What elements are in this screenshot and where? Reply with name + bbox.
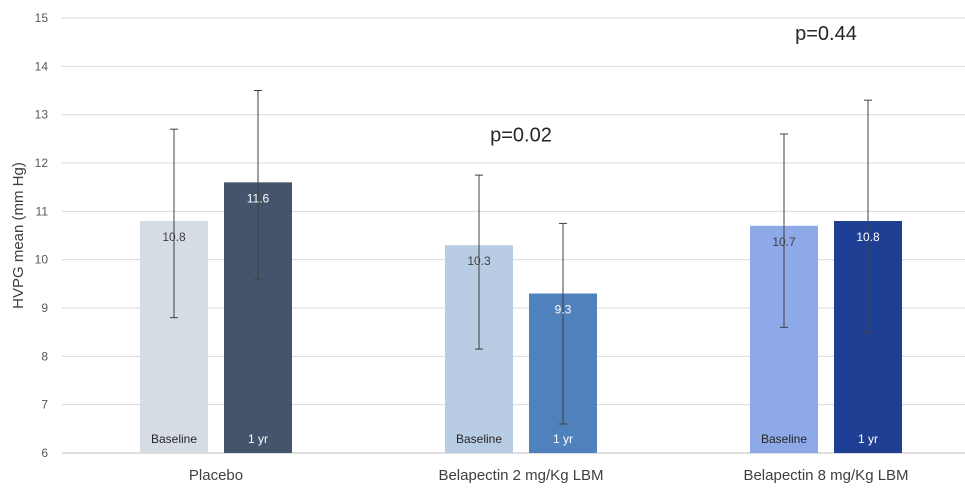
data-label: 11.6 <box>247 191 270 205</box>
data-label: 10.8 <box>856 230 880 244</box>
category-label: Belapectin 2 mg/Kg LBM <box>438 467 603 484</box>
p-value-annotation: p=0.02 <box>490 124 552 146</box>
y-tick-label: 7 <box>41 398 48 412</box>
series-label: Baseline <box>151 432 197 446</box>
y-tick-label: 14 <box>35 59 49 73</box>
y-tick-label: 9 <box>41 301 48 315</box>
series-label: Baseline <box>761 432 807 446</box>
y-tick-label: 15 <box>35 11 49 25</box>
y-tick-label: 8 <box>41 349 48 363</box>
data-label: 10.8 <box>162 230 186 244</box>
series-label: 1 yr <box>248 432 268 446</box>
y-axis-title: HVPG mean (mm Hg) <box>10 162 27 309</box>
series-label: 1 yr <box>553 432 573 446</box>
category-label: Placebo <box>189 467 243 484</box>
y-tick-label: 12 <box>35 156 49 170</box>
series-label: 1 yr <box>858 432 878 446</box>
y-tick-label: 10 <box>35 253 49 267</box>
y-tick-label: 11 <box>36 204 49 218</box>
category-label: Belapectin 8 mg/Kg LBM <box>743 467 908 484</box>
y-tick-label: 6 <box>41 446 48 460</box>
series-label: Baseline <box>456 432 502 446</box>
y-tick-label: 13 <box>35 108 49 122</box>
data-label: 10.7 <box>772 235 796 249</box>
data-label: 9.3 <box>555 303 572 317</box>
data-label: 10.3 <box>467 254 491 268</box>
p-value-annotation: p=0.44 <box>795 23 857 45</box>
